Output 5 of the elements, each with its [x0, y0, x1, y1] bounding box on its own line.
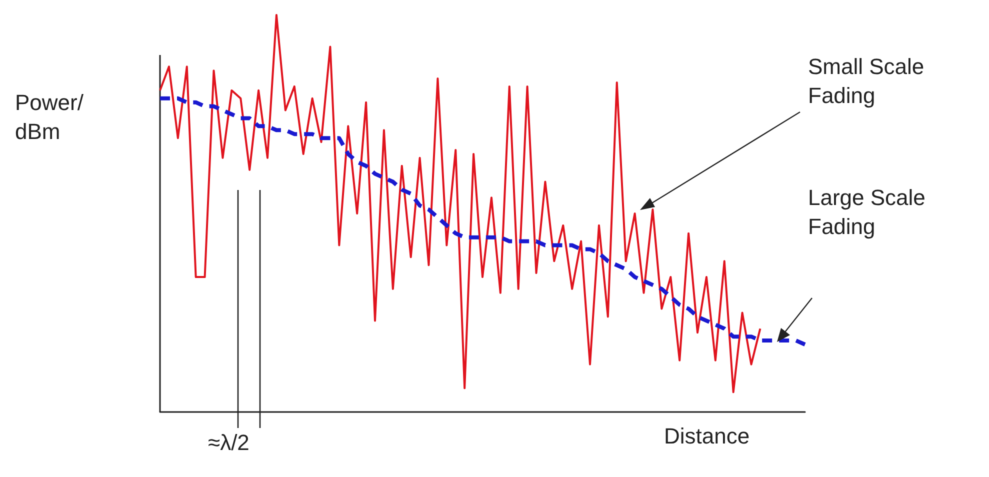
- x-axis-title: Distance: [664, 424, 750, 448]
- text: Small Scale Fading: [808, 54, 924, 108]
- text: Large Scale Fading: [808, 185, 926, 239]
- y-axis-title: Power/dBm: [15, 90, 84, 144]
- text: ≈λ/2: [208, 430, 250, 455]
